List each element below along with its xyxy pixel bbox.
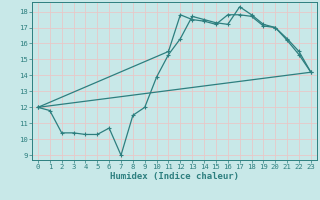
X-axis label: Humidex (Indice chaleur): Humidex (Indice chaleur): [110, 172, 239, 181]
